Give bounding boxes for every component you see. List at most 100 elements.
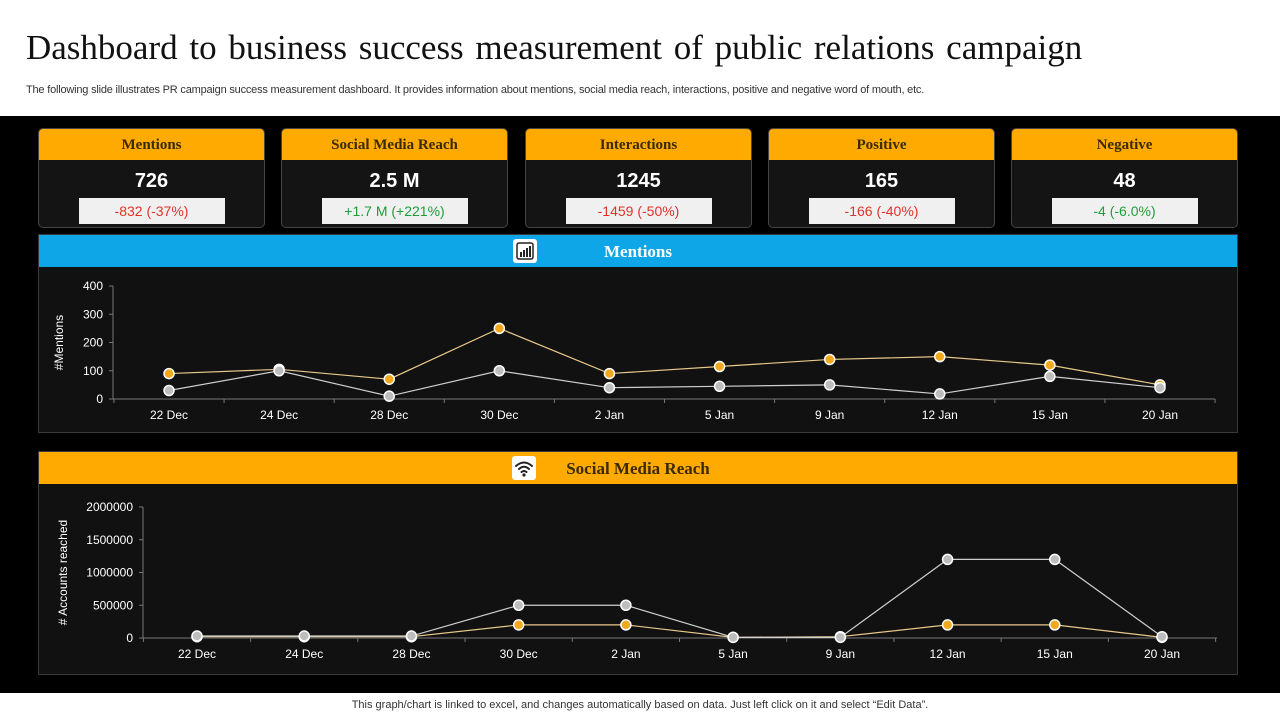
y-tick-label: 1000000: [86, 566, 133, 580]
x-tick-label: 22 Dec: [150, 408, 188, 422]
data-point: [603, 381, 616, 394]
mentions-panel: Mentions 0 100 200 300 400 22 Dec 24 Dec 28 Dec…: [38, 234, 1238, 433]
x-tick-label: 5 Jan: [718, 647, 747, 661]
x-tick-label: 9 Jan: [826, 647, 855, 661]
data-point: [713, 380, 726, 393]
y-tick-label: 1500000: [86, 533, 133, 547]
data-point: [941, 619, 954, 631]
data-point: [383, 390, 395, 402]
kpi-delta: -832 (-37%): [78, 198, 225, 224]
data-point: [1049, 619, 1061, 631]
data-point: [934, 350, 946, 363]
kpi-label: Positive: [769, 129, 994, 160]
reach-line-chart: 0 500000 1000000 1500000 2000000 22 Dec 24 Dec…: [56, 500, 1217, 661]
kpi-label: Negative: [1012, 129, 1237, 160]
kpi-value: 48: [1113, 170, 1136, 192]
kpi-value: 165: [864, 170, 899, 192]
mentions-panel-title: Mentions: [604, 242, 672, 261]
mentions-panel-header: [39, 235, 1237, 267]
series-line: [197, 624, 1163, 638]
x-tick-label: 30 Dec: [500, 647, 538, 661]
page-title: Dashboard to business success measuremen…: [26, 28, 1083, 67]
series-line: [197, 558, 1163, 638]
x-tick-label: 20 Jan: [1144, 647, 1180, 661]
data-point: [1044, 359, 1056, 371]
data-point: [620, 619, 632, 631]
reach-panel-title: Social Media Reach: [566, 459, 710, 478]
data-point: [512, 599, 525, 611]
y-tick-label: 400: [83, 279, 103, 293]
y-tick-label: 0: [126, 631, 133, 645]
data-point: [941, 553, 954, 566]
y-tick-label: 500000: [93, 598, 133, 612]
y-tick-label: 300: [83, 307, 103, 321]
data-point: [1044, 370, 1056, 383]
kpi-value: 1245: [616, 170, 661, 192]
x-tick-label: 12 Jan: [922, 408, 958, 422]
kpi-delta: -1459 (-50%): [565, 198, 712, 224]
page-subtitle: The following slide illustrates PR campa…: [26, 84, 925, 96]
x-tick-label: 20 Jan: [1142, 408, 1178, 422]
data-point: [191, 630, 203, 642]
x-tick-label: 24 Dec: [260, 408, 298, 422]
data-point: [298, 630, 310, 642]
kpi-card-negative: Negative 48 -4 (-6.0%): [1011, 128, 1238, 228]
data-point: [713, 360, 726, 373]
data-point: [823, 379, 836, 391]
data-point: [620, 599, 632, 611]
data-point: [493, 365, 506, 377]
kpi-label: Interactions: [526, 129, 751, 160]
kpi-value: 726: [134, 170, 169, 192]
kpi-card-interactions: Interactions 1245 -1459 (-50%): [525, 128, 752, 228]
x-tick-label: 9 Jan: [815, 408, 844, 422]
x-tick-label: 5 Jan: [705, 408, 734, 422]
kpi-label: Mentions: [39, 129, 264, 160]
data-point: [273, 365, 285, 377]
x-tick-label: 28 Dec: [392, 647, 430, 661]
data-point: [834, 631, 847, 644]
mentions-line-chart: 0 100 200 300 400 22 Dec 24 Dec 28 Dec 30 Dec 2 J…: [52, 279, 1216, 422]
y-axis-label: #Mentions: [52, 315, 66, 370]
kpi-card-social-media-reach: Social Media Reach 2.5 M +1.7 M (+221%): [281, 128, 508, 228]
data-point: [383, 373, 395, 385]
x-tick-label: 2 Jan: [611, 647, 640, 661]
kpi-delta: +1.7 M (+221%): [321, 198, 468, 224]
series-line: [168, 370, 1161, 397]
x-tick-label: 12 Jan: [930, 647, 966, 661]
wifi-icon: [510, 454, 538, 482]
data-point: [727, 631, 739, 644]
y-tick-label: 0: [96, 392, 103, 406]
footer-note: This graph/chart is linked to excel, and…: [351, 699, 929, 711]
kpi-card-positive: Positive 165 -166 (-40%): [768, 128, 995, 228]
y-axis-label: # Accounts reached: [56, 520, 70, 625]
y-tick-label: 2000000: [86, 500, 133, 514]
data-point: [512, 619, 525, 631]
reach-panel-header: [39, 452, 1237, 484]
data-point: [1154, 381, 1166, 394]
kpi-delta: -166 (-40%): [808, 198, 955, 224]
x-tick-label: 28 Dec: [370, 408, 408, 422]
kpi-value: 2.5 M: [369, 170, 420, 192]
bar-chart-icon: [511, 237, 539, 265]
data-point: [1156, 630, 1168, 643]
data-point: [1049, 553, 1061, 566]
x-tick-label: 22 Dec: [178, 647, 216, 661]
data-point: [934, 388, 946, 400]
data-point: [163, 367, 175, 380]
data-point: [405, 630, 418, 642]
data-point: [493, 322, 506, 335]
x-tick-label: 30 Dec: [480, 408, 518, 422]
kpi-card-mentions: Mentions 726 -832 (-37%): [38, 128, 265, 228]
x-tick-label: 15 Jan: [1032, 408, 1068, 422]
data-point: [823, 353, 836, 366]
kpi-delta: -4 (-6.0%): [1051, 198, 1198, 224]
y-tick-label: 200: [83, 336, 103, 350]
reach-panel: Social Media Reach 0 500000 1000000 1500000…: [38, 451, 1238, 675]
kpi-label: Social Media Reach: [282, 129, 507, 160]
data-point: [603, 367, 616, 380]
x-tick-label: 15 Jan: [1037, 647, 1073, 661]
series-line: [168, 327, 1161, 386]
data-point: [163, 384, 175, 397]
x-tick-label: 24 Dec: [285, 647, 323, 661]
y-tick-label: 100: [83, 364, 103, 378]
